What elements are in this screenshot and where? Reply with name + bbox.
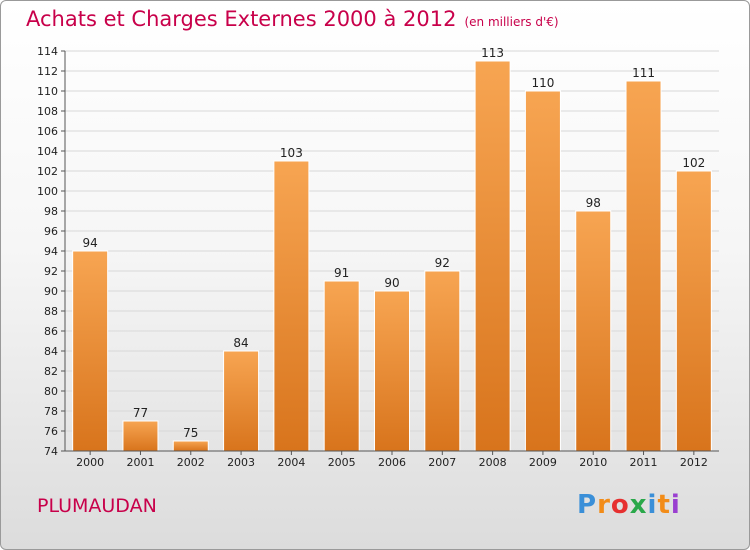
- bar-2004: [273, 160, 310, 452]
- x-tick-label-2000: 2000: [76, 456, 104, 469]
- y-tick-label: 88: [44, 305, 58, 318]
- y-tick-label: 80: [44, 385, 58, 398]
- bar-2009: [524, 90, 561, 452]
- logo-letter: i: [670, 490, 681, 520]
- y-axis-ticks: 74 76 78 80 82 84 86 88 90 92 94 96 98 100 102 104 106 10…: [37, 45, 65, 458]
- bar-2006: [374, 290, 410, 452]
- y-tick-label: 94: [44, 245, 58, 258]
- y-tick-label: 78: [44, 405, 58, 418]
- value-labels: 94 77 75 84 103 91 90 92 113 110 98 111 102: [83, 46, 706, 440]
- logo-letter: o: [610, 490, 630, 520]
- value-label-2002: 75: [183, 426, 198, 440]
- value-label-2007: 92: [435, 256, 450, 270]
- x-tick-label-2004: 2004: [277, 456, 305, 469]
- x-tick-label-2012: 2012: [680, 456, 708, 469]
- value-label-2010: 98: [586, 196, 601, 210]
- x-tick-label-2001: 2001: [126, 456, 154, 469]
- value-label-2012: 102: [682, 156, 705, 170]
- y-tick-label: 100: [37, 185, 58, 198]
- y-tick-label: 92: [44, 265, 58, 278]
- value-label-2011: 111: [632, 66, 655, 80]
- y-tick-label: 112: [37, 65, 58, 78]
- y-tick-label: 96: [44, 225, 58, 238]
- x-tick-label-2006: 2006: [378, 456, 406, 469]
- y-tick-label: 74: [44, 445, 58, 458]
- bars: [72, 60, 712, 452]
- logo-letter: r: [597, 490, 611, 520]
- logo-letter: P: [577, 490, 598, 520]
- logo-letter: x: [629, 490, 648, 520]
- x-tick-label-2009: 2009: [529, 456, 557, 469]
- y-tick-label: 98: [44, 205, 58, 218]
- y-tick-label: 110: [37, 85, 58, 98]
- y-tick-label: 86: [44, 325, 58, 338]
- chart-subtitle: (en milliers d'€): [464, 15, 559, 29]
- y-tick-label: 90: [44, 285, 58, 298]
- bar-2012: [675, 170, 712, 452]
- y-tick-label: 114: [37, 45, 58, 58]
- chart-title: Achats et Charges Externes 2000 à 2012 (e…: [26, 7, 559, 31]
- y-tick-label: 82: [44, 365, 58, 378]
- bar-2005: [323, 280, 360, 452]
- x-tick-label-2008: 2008: [479, 456, 507, 469]
- value-label-2006: 90: [384, 276, 399, 290]
- y-tick-label: 84: [44, 345, 58, 358]
- x-tick-label-2005: 2005: [328, 456, 356, 469]
- value-label-2001: 77: [133, 406, 148, 420]
- y-tick-label: 102: [37, 165, 58, 178]
- value-label-2003: 84: [233, 336, 248, 350]
- logo-letter: i: [647, 490, 658, 520]
- y-tick-label: 76: [44, 425, 58, 438]
- y-tick-label: 106: [37, 125, 58, 138]
- value-label-2008: 113: [481, 46, 504, 60]
- x-tick-label-2010: 2010: [579, 456, 607, 469]
- x-tick-label-2011: 2011: [630, 456, 658, 469]
- bar-2011: [625, 80, 662, 452]
- value-label-2000: 94: [83, 236, 98, 250]
- commune-name: PLUMAUDAN: [37, 495, 157, 517]
- bar-2000: [72, 250, 109, 452]
- value-label-2009: 110: [531, 76, 554, 90]
- chart-title-main: Achats et Charges Externes 2000 à 2012: [26, 7, 457, 31]
- bar-2010: [575, 210, 612, 452]
- value-label-2005: 91: [334, 266, 349, 280]
- x-axis-labels: 2000 2001 2002 2003 2004 2005 2006 2007 2008 2009…: [76, 451, 708, 469]
- y-tick-label: 108: [37, 105, 58, 118]
- value-label-2004: 103: [280, 146, 303, 160]
- x-tick-label-2007: 2007: [428, 456, 456, 469]
- bar-2008: [474, 60, 511, 452]
- bar-2001: [122, 420, 159, 452]
- y-tick-label: 104: [37, 145, 58, 158]
- bar-2003: [223, 350, 260, 452]
- x-tick-label-2003: 2003: [227, 456, 255, 469]
- bar-2007: [424, 270, 461, 452]
- logo-letter: t: [657, 490, 671, 520]
- bar-2002: [172, 440, 209, 452]
- x-tick-label-2002: 2002: [177, 456, 205, 469]
- proxiti-logo: Proxiti: [577, 490, 681, 520]
